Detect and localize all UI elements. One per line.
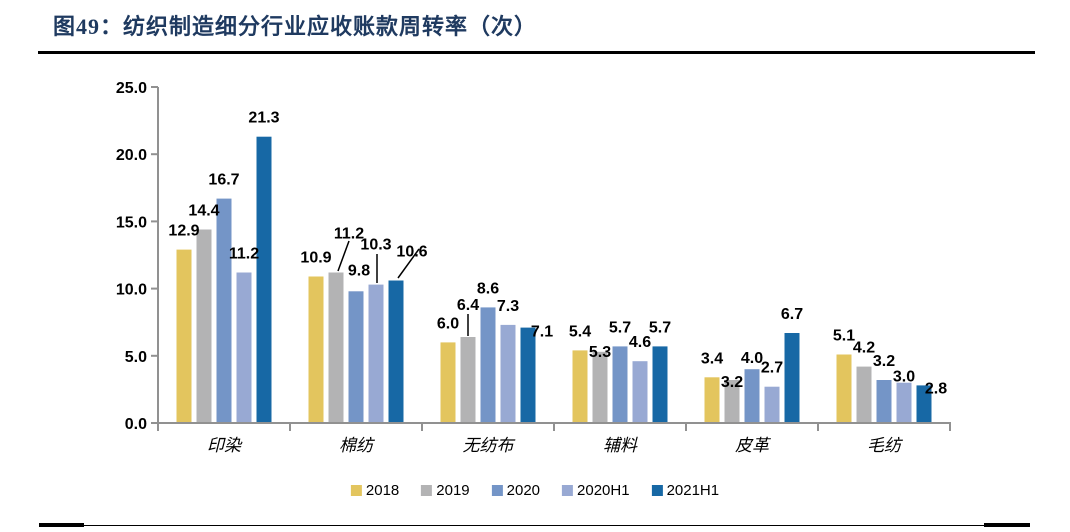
label-leader-line <box>337 240 350 272</box>
bar-2018-皮革 <box>704 377 720 423</box>
legend-swatch-2018 <box>350 485 362 496</box>
legend-swatch-2020H1 <box>562 485 574 496</box>
y-tick-label: 0.0 <box>125 416 147 433</box>
value-label-2021H1-印染: 21.3 <box>248 110 279 127</box>
legend-swatch-2021H1 <box>651 485 663 496</box>
legend-label: 2019 <box>436 482 470 499</box>
value-label-2021H1-毛纺: 2.8 <box>925 380 947 397</box>
legend-item-2020H1: 2020H1 <box>562 482 630 499</box>
bar-2018-棉纺 <box>308 276 324 423</box>
bar-2020H1-辅料 <box>632 361 648 423</box>
category-label-棉纺: 棉纺 <box>339 436 376 455</box>
bar-2021H1-棉纺 <box>388 280 404 423</box>
title-underline <box>38 51 1035 54</box>
value-label-2020H1-辅料: 4.6 <box>629 334 651 351</box>
value-label-2020H1-无纺布: 7.3 <box>497 298 519 315</box>
bar-2018-无纺布 <box>440 342 456 423</box>
bar-2018-印染 <box>176 249 192 423</box>
footer-rule <box>39 525 1030 526</box>
value-label-2019-毛纺: 4.2 <box>853 340 875 357</box>
y-tick-label: 20.0 <box>116 147 147 164</box>
value-label-2019-辅料: 5.3 <box>589 344 611 361</box>
category-label-皮革: 皮革 <box>735 436 772 455</box>
bar-2019-无纺布 <box>460 337 476 423</box>
legend-label: 2020H1 <box>577 482 630 499</box>
legend-label: 2018 <box>365 482 400 499</box>
y-tick-label: 15.0 <box>116 214 147 231</box>
value-label-2019-皮革: 3.2 <box>721 374 743 391</box>
value-label-2020H1-棉纺: 10.3 <box>360 237 391 254</box>
footer-rule-left-cap <box>39 523 84 527</box>
bar-2021H1-印染 <box>256 136 272 423</box>
y-tick-label: 25.0 <box>116 80 147 97</box>
value-label-2020-印染: 16.7 <box>208 172 239 189</box>
value-label-2018-毛纺: 5.1 <box>833 328 855 345</box>
bar-2020H1-皮革 <box>764 386 780 423</box>
bar-2021H1-毛纺 <box>916 385 932 423</box>
bar-2018-辅料 <box>572 350 588 423</box>
legend-item-2021H1: 2021H1 <box>651 482 720 499</box>
value-label-2020-无纺布: 8.6 <box>477 280 499 297</box>
bar-2019-印染 <box>196 229 212 423</box>
legend-swatch-2019 <box>421 485 433 496</box>
value-label-2019-印染: 14.4 <box>188 203 219 220</box>
value-label-2019-无纺布: 6.4 <box>457 297 479 314</box>
bar-2021H1-无纺布 <box>520 327 536 423</box>
bar-2021H1-皮革 <box>784 333 800 423</box>
value-label-2021H1-无纺布: 7.1 <box>531 324 553 341</box>
legend-item-2018: 2018 <box>350 482 400 499</box>
footer-rule-right-cap <box>984 523 1030 527</box>
bar-2020H1-印染 <box>236 272 252 423</box>
legend-label: 2020 <box>506 482 541 499</box>
value-label-2018-印染: 12.9 <box>168 223 199 240</box>
value-label-2020H1-皮革: 2.7 <box>761 360 783 377</box>
chart-legend: 2018 2019 2020 2020H1 2021H1 <box>350 482 720 499</box>
bar-2020H1-毛纺 <box>896 382 912 423</box>
value-label-2021H1-皮革: 6.7 <box>781 306 803 323</box>
legend-item-2020: 2020 <box>491 482 541 499</box>
bar-2018-毛纺 <box>836 354 852 423</box>
value-label-2020-皮革: 4.0 <box>741 350 763 367</box>
y-tick-label: 5.0 <box>125 349 147 366</box>
bar-2020-棉纺 <box>348 291 364 423</box>
legend-label: 2021H1 <box>666 482 720 499</box>
bar-2020H1-无纺布 <box>500 324 516 423</box>
bar-2019-皮革 <box>724 380 740 423</box>
legend-item-2019: 2019 <box>421 482 470 499</box>
bar-2020-辅料 <box>612 346 628 423</box>
bar-2019-毛纺 <box>856 366 872 423</box>
y-tick-label: 10.0 <box>116 282 147 299</box>
label-leader-line <box>397 248 420 279</box>
value-label-2021H1-辅料: 5.7 <box>649 319 671 336</box>
value-label-2020-棉纺: 9.8 <box>348 262 370 279</box>
bar-2020-印染 <box>216 198 232 423</box>
value-label-2021H1-棉纺: 10.6 <box>396 244 427 261</box>
figure-title: 图49：纺织制造细分行业应收账款周转率（次） <box>53 14 538 39</box>
category-label-印染: 印染 <box>207 436 243 455</box>
bar-2020-皮革 <box>744 369 760 423</box>
bar-2020-无纺布 <box>480 307 496 423</box>
value-label-2020-辅料: 5.7 <box>609 319 631 336</box>
value-label-2018-皮革: 3.4 <box>701 350 723 367</box>
bar-2021H1-辅料 <box>652 346 668 423</box>
category-label-无纺布: 无纺布 <box>463 436 516 455</box>
value-label-2018-无纺布: 6.0 <box>437 315 459 332</box>
bar-2020H1-棉纺 <box>368 284 384 423</box>
value-label-2018-棉纺: 10.9 <box>300 250 331 267</box>
category-label-辅料: 辅料 <box>603 436 638 455</box>
value-label-2020-毛纺: 3.2 <box>873 353 895 370</box>
value-label-2020H1-印染: 11.2 <box>229 246 259 263</box>
legend-swatch-2020 <box>491 485 503 496</box>
value-label-2020H1-毛纺: 3.0 <box>893 369 915 386</box>
bar-2019-辅料 <box>592 351 608 423</box>
value-label-2019-棉纺: 11.2 <box>334 226 364 243</box>
category-label-毛纺: 毛纺 <box>867 436 904 455</box>
bar-2019-棉纺 <box>328 272 344 423</box>
bar-2020-毛纺 <box>876 380 892 423</box>
value-label-2018-辅料: 5.4 <box>569 323 591 340</box>
